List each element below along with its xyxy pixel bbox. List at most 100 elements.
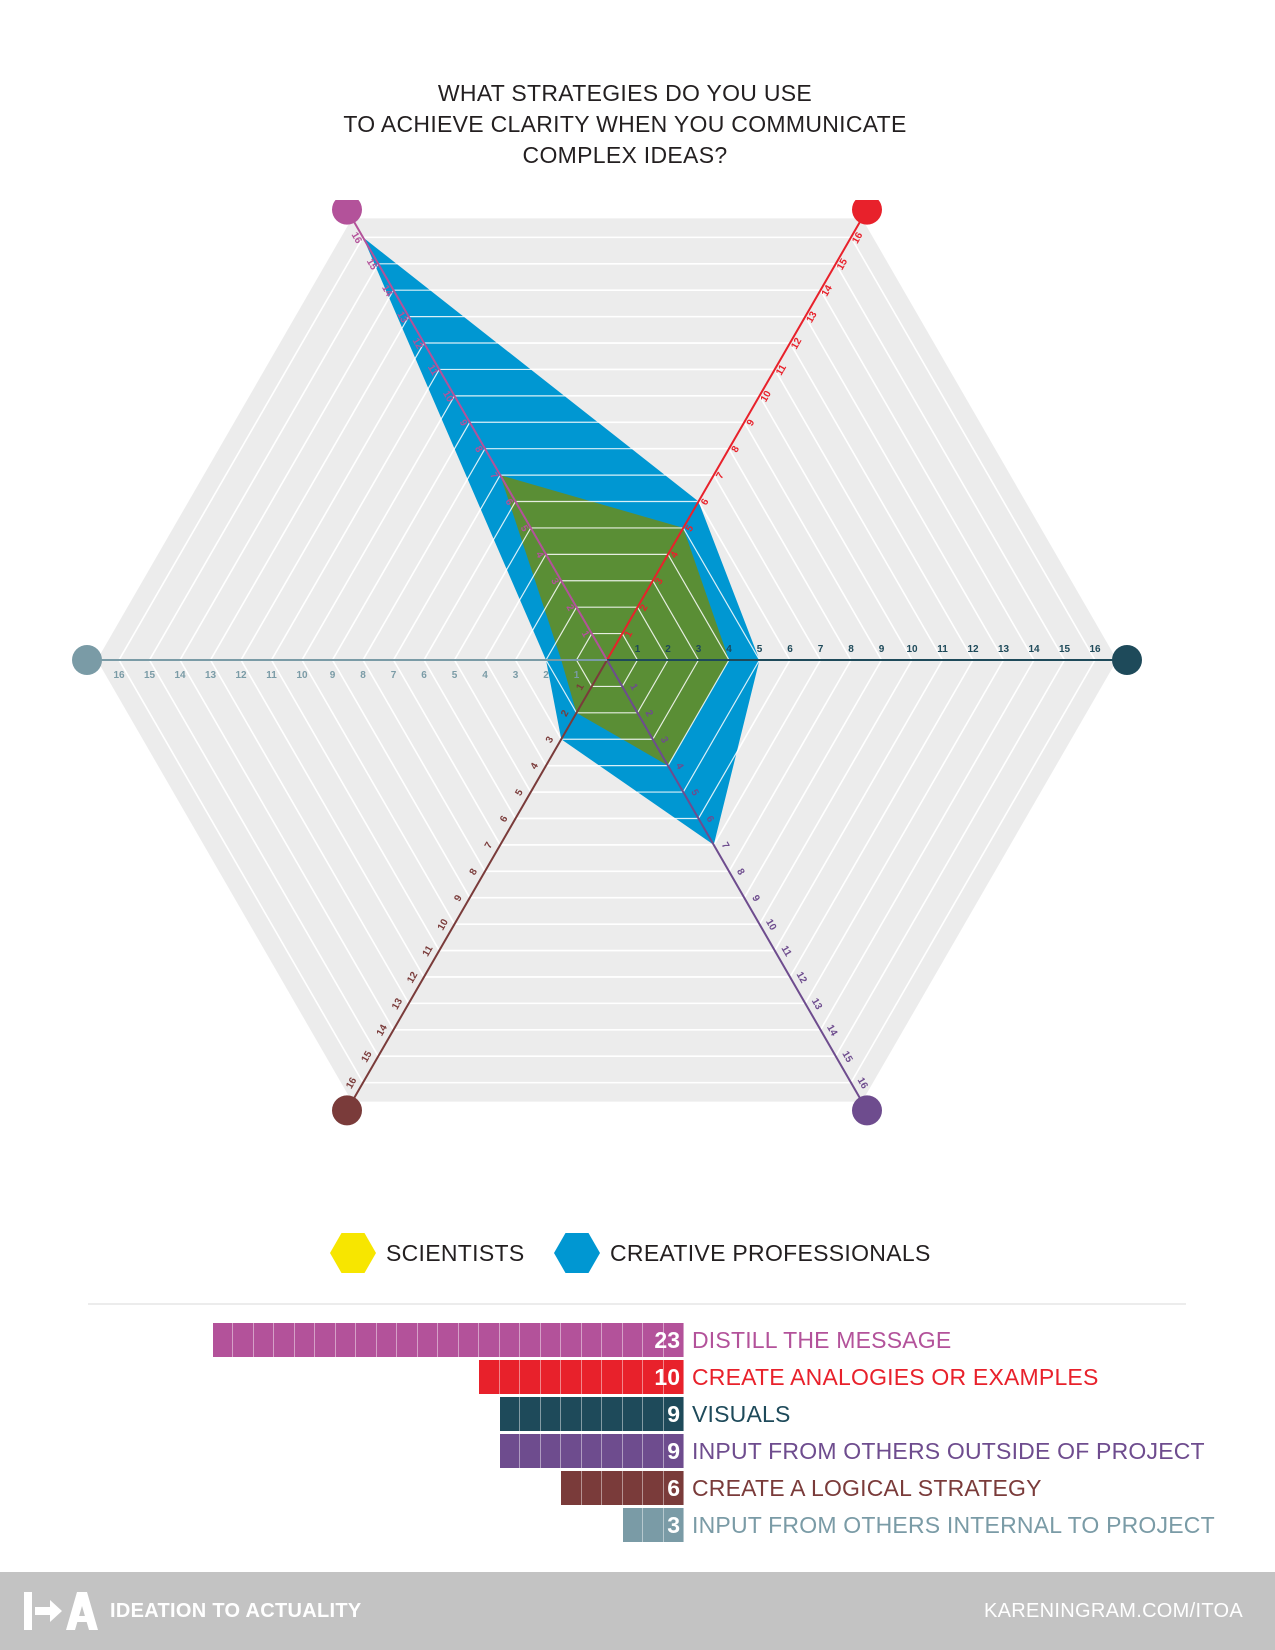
bar-label: DISTILL THE MESSAGE bbox=[692, 1327, 952, 1353]
tick-label-distill: 3 bbox=[548, 576, 561, 587]
bar-cell bbox=[602, 1434, 623, 1468]
bar-row: 9 INPUT FROM OTHERS OUTSIDE OF PROJECT bbox=[0, 1434, 1275, 1468]
tick-label-outside: 7 bbox=[719, 840, 732, 851]
tick-label-analogies: 6 bbox=[699, 497, 712, 508]
tick-label-visuals: 12 bbox=[967, 644, 979, 655]
bar-cell bbox=[622, 1471, 643, 1505]
tick-label-analogies: 3 bbox=[653, 576, 666, 587]
bar-cell bbox=[622, 1508, 643, 1542]
title-line-2: TO ACHIEVE CLARITY WHEN YOU COMMUNICATE bbox=[343, 111, 907, 137]
tick-label-analogies: 4 bbox=[669, 550, 682, 561]
bar-cell bbox=[253, 1323, 274, 1357]
bar bbox=[622, 1508, 684, 1542]
bar-value: 9 bbox=[667, 1401, 680, 1427]
bar-row: 23 DISTILL THE MESSAGE bbox=[0, 1323, 1275, 1357]
bar-cell bbox=[356, 1323, 377, 1357]
tick-label-outside: 1 bbox=[627, 682, 640, 693]
tick-label-visuals: 15 bbox=[1059, 644, 1071, 655]
tick-label-outside: 4 bbox=[673, 761, 686, 772]
bar-cell bbox=[602, 1323, 623, 1357]
bar-cell bbox=[663, 1471, 684, 1505]
bar bbox=[212, 1323, 684, 1357]
bar-cell bbox=[561, 1397, 582, 1431]
tick-label-visuals: 1 bbox=[635, 644, 641, 655]
bar-cell bbox=[602, 1397, 623, 1431]
tick-label-logical: 7 bbox=[483, 840, 496, 851]
tick-label-logical: 14 bbox=[375, 1023, 390, 1039]
bar-cell bbox=[540, 1397, 561, 1431]
bar-cell bbox=[643, 1434, 664, 1468]
tick-label-logical: 13 bbox=[390, 996, 405, 1012]
axis-endpoint-outside bbox=[852, 1095, 882, 1126]
bar-cell bbox=[233, 1323, 254, 1357]
tick-label-logical: 2 bbox=[559, 708, 572, 719]
bar-cell bbox=[622, 1323, 643, 1357]
bar-cell bbox=[520, 1323, 541, 1357]
divider bbox=[88, 1303, 1186, 1305]
legend-label-creative-professionals: CREATIVE PROFESSIONALS bbox=[610, 1239, 931, 1266]
tick-label-outside: 16 bbox=[855, 1076, 870, 1092]
tick-label-outside: 6 bbox=[704, 814, 717, 825]
tick-label-distill: 9 bbox=[457, 418, 470, 429]
tick-label-distill: 12 bbox=[410, 336, 425, 352]
chart-title: WHAT STRATEGIES DO YOU USE TO ACHIEVE CL… bbox=[0, 78, 1250, 171]
bar-cell bbox=[663, 1323, 684, 1357]
legend-item-scientists: SCIENTISTS bbox=[330, 1228, 524, 1278]
tick-label-outside: 13 bbox=[809, 997, 824, 1013]
tick-label-logical: 12 bbox=[405, 970, 420, 986]
tick-label-logical: 1 bbox=[574, 682, 587, 693]
tick-label-internal: 9 bbox=[330, 670, 336, 681]
axis-line-distill bbox=[346, 209, 608, 661]
bar-cell bbox=[294, 1323, 315, 1357]
bar bbox=[499, 1397, 684, 1431]
bar-value: 9 bbox=[667, 1438, 680, 1464]
tick-label-outside: 15 bbox=[839, 1049, 854, 1065]
tick-label-analogies: 5 bbox=[684, 523, 697, 534]
tick-label-internal: 4 bbox=[482, 670, 488, 681]
axis-endpoint-internal bbox=[72, 645, 102, 675]
tick-label-logical: 4 bbox=[529, 761, 542, 772]
bar-cell bbox=[499, 1434, 520, 1468]
tick-label-internal: 14 bbox=[174, 670, 186, 681]
bar-row: 3 INPUT FROM OTHERS INTERNAL TO PROJECT bbox=[0, 1508, 1275, 1542]
bar-cell bbox=[643, 1471, 664, 1505]
bar-cell bbox=[643, 1508, 664, 1542]
tick-label-internal: 16 bbox=[113, 670, 125, 681]
tick-label-visuals: 16 bbox=[1089, 644, 1101, 655]
tick-label-internal: 11 bbox=[266, 670, 277, 681]
tick-label-analogies: 8 bbox=[730, 444, 743, 455]
bar-cell bbox=[479, 1360, 500, 1394]
bar-cell bbox=[581, 1397, 602, 1431]
tick-label-logical: 10 bbox=[436, 917, 451, 933]
bar-cell bbox=[540, 1323, 561, 1357]
bar-cell bbox=[458, 1323, 479, 1357]
axis-endpoint-logical bbox=[332, 1095, 362, 1126]
tick-label-analogies: 13 bbox=[805, 309, 820, 325]
footer-brand: IDEATION TO ACTUALITY bbox=[110, 1600, 362, 1622]
bar-cell bbox=[561, 1360, 582, 1394]
bar-cell bbox=[212, 1323, 233, 1357]
bar bbox=[561, 1471, 684, 1505]
bar-cell bbox=[520, 1360, 541, 1394]
tick-label-logical: 16 bbox=[344, 1075, 359, 1091]
tick-label-visuals: 14 bbox=[1028, 644, 1040, 655]
bar-cell bbox=[581, 1471, 602, 1505]
bar-cell bbox=[663, 1508, 684, 1542]
bar-label: CREATE A LOGICAL STRATEGY bbox=[692, 1475, 1042, 1501]
tick-label-logical: 8 bbox=[468, 867, 481, 878]
tick-label-outside: 9 bbox=[749, 893, 762, 904]
bar-cell bbox=[520, 1434, 541, 1468]
bar-cell bbox=[643, 1397, 664, 1431]
tick-label-internal: 13 bbox=[205, 670, 217, 681]
tick-label-analogies: 16 bbox=[850, 230, 865, 246]
footer-url-link[interactable]: KARENINGRAM.COM/ITOA bbox=[984, 1600, 1243, 1622]
tick-label-visuals: 3 bbox=[696, 644, 702, 655]
tick-label-visuals: 10 bbox=[906, 644, 918, 655]
tick-label-outside: 10 bbox=[763, 917, 778, 933]
bar-value: 6 bbox=[667, 1475, 680, 1501]
bar-cell bbox=[622, 1360, 643, 1394]
tick-label-visuals: 7 bbox=[818, 644, 824, 655]
tick-label-visuals: 8 bbox=[848, 644, 854, 655]
tick-label-internal: 5 bbox=[452, 670, 458, 681]
legend-swatch-creative-professionals bbox=[554, 1233, 600, 1273]
